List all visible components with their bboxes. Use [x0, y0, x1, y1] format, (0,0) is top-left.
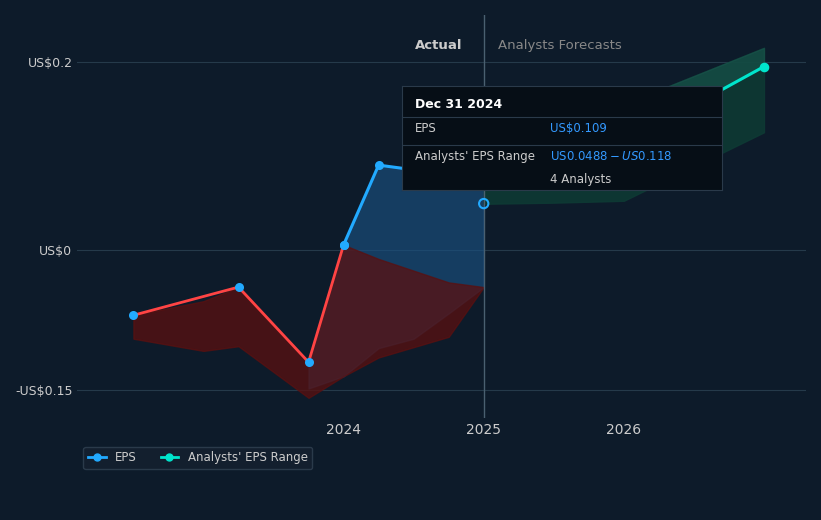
Point [407, 166, 420, 174]
Legend: EPS, Analysts' EPS Range: EPS, Analysts' EPS Range [83, 447, 312, 469]
Point [372, 161, 385, 170]
Text: 4 Analysts: 4 Analysts [549, 173, 611, 186]
Text: Analysts' EPS Range: Analysts' EPS Range [415, 150, 535, 163]
Text: Dec 31 2024: Dec 31 2024 [415, 98, 502, 111]
Text: US$0.109: US$0.109 [549, 122, 607, 135]
Point [477, 200, 490, 208]
Text: EPS: EPS [415, 122, 437, 135]
Point [337, 241, 351, 249]
Point [337, 241, 351, 249]
Point [232, 283, 245, 291]
Point [617, 139, 631, 148]
Point [758, 62, 771, 71]
Text: Actual: Actual [415, 38, 463, 51]
Point [126, 311, 140, 319]
Point [302, 358, 315, 366]
Text: US$0.0488 - US$0.118: US$0.0488 - US$0.118 [549, 150, 672, 163]
Point [443, 95, 456, 103]
Text: Analysts Forecasts: Analysts Forecasts [498, 38, 621, 51]
Point [477, 143, 490, 151]
